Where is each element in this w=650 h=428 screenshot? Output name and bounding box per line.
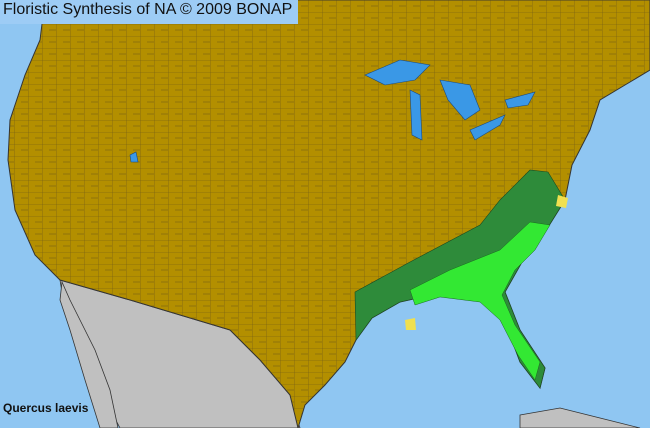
species-label: Quercus laevis	[3, 401, 89, 415]
cuba	[519, 407, 641, 428]
county-lines	[8, 0, 650, 428]
range-rare	[556, 195, 568, 208]
great-lakes	[129, 59, 536, 163]
map-title: Floristic Synthesis of NA © 2009 BONAP	[0, 0, 299, 24]
range-common	[409, 221, 551, 381]
range-rare	[405, 318, 416, 330]
baja-california	[59, 280, 119, 428]
